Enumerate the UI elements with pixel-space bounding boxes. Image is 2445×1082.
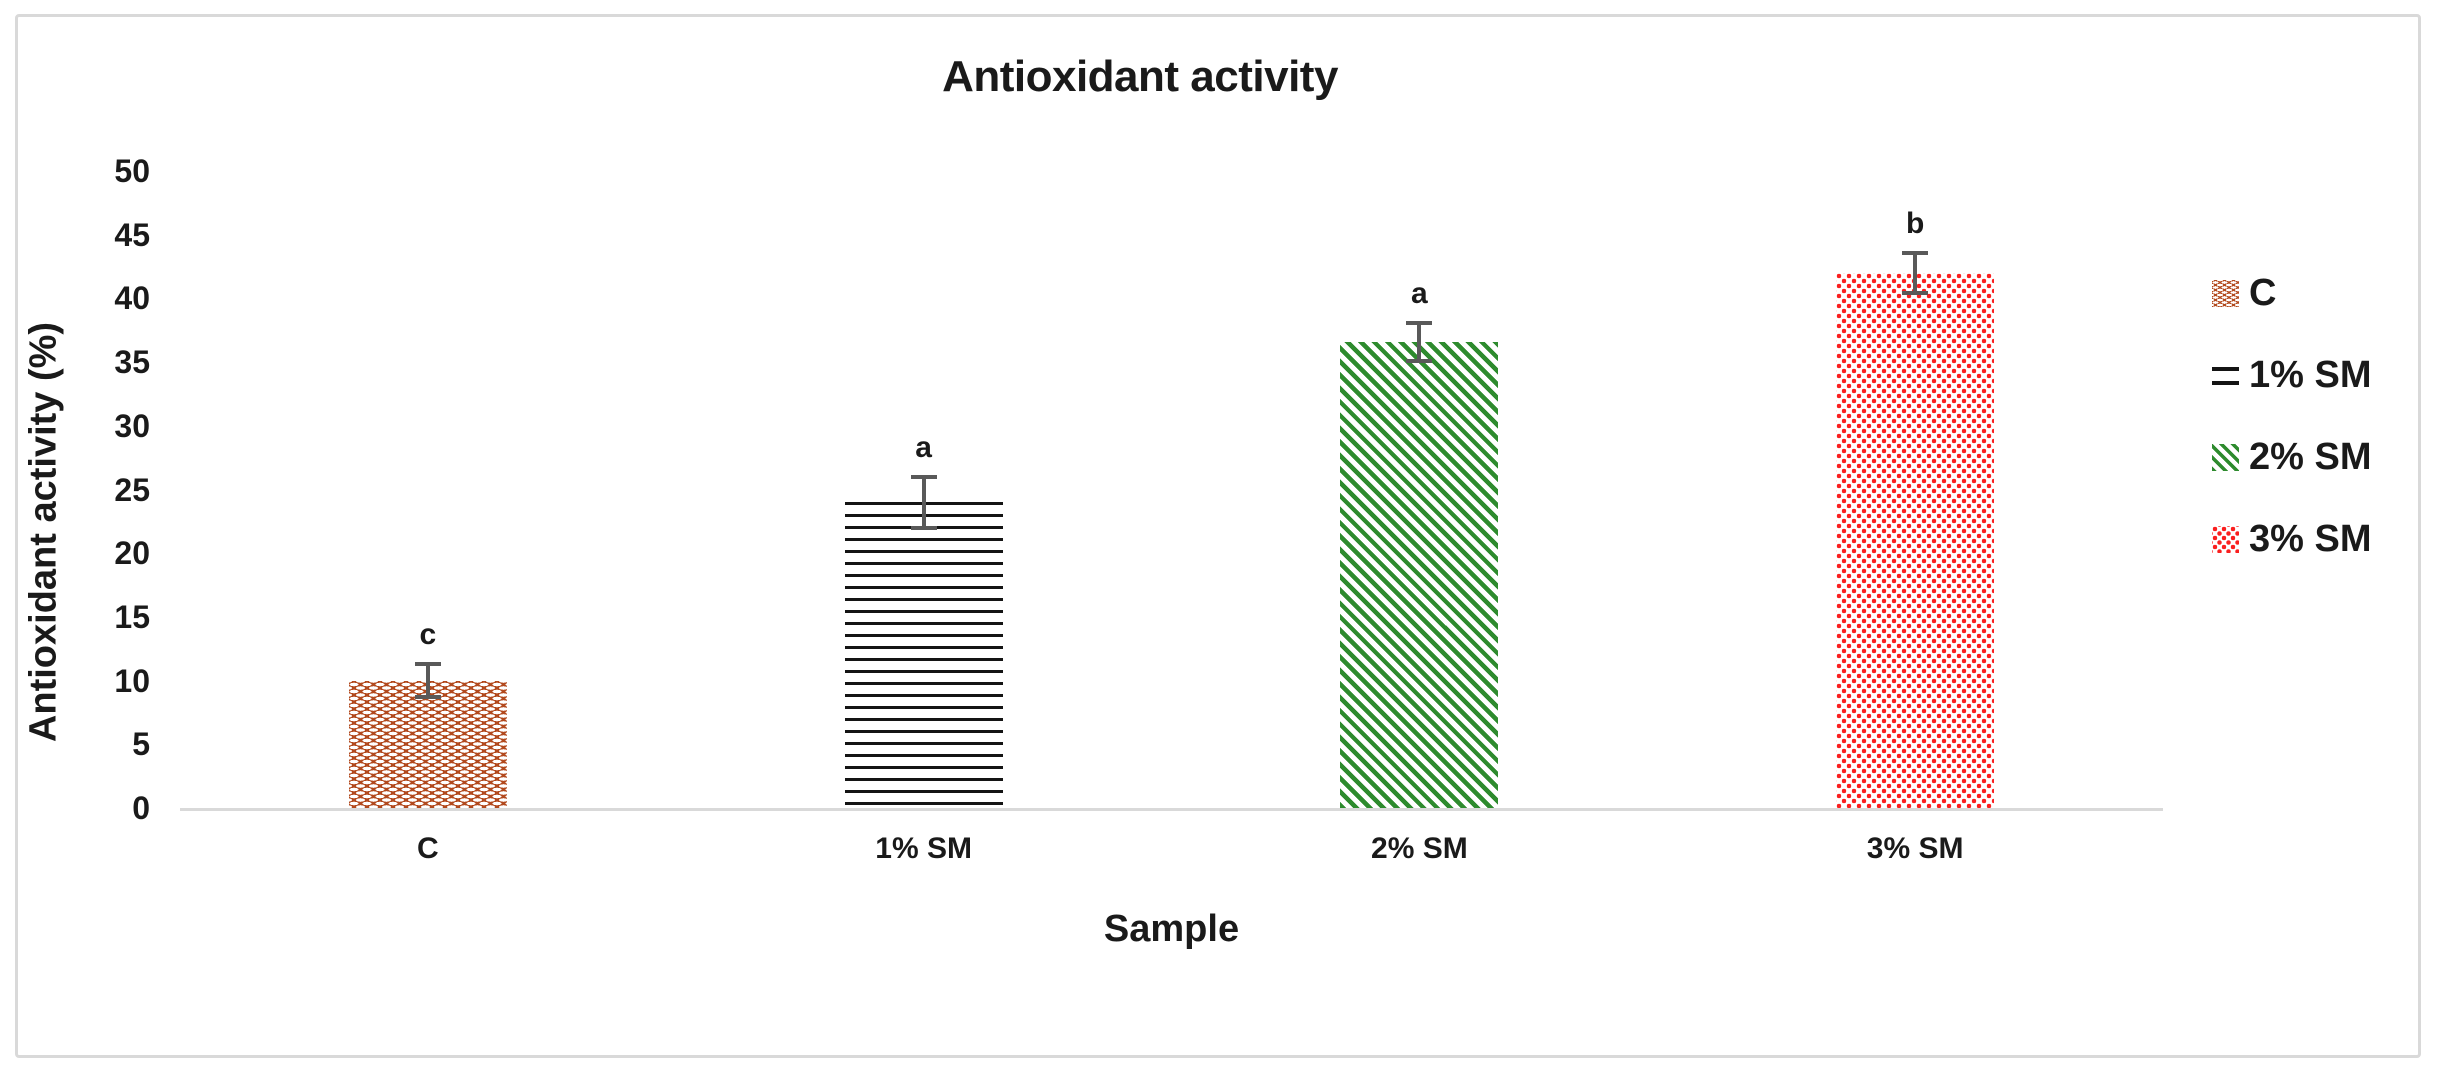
legend-swatch-red-dots-icon <box>2212 525 2239 553</box>
legend-item: 3% SM <box>2212 518 2371 560</box>
y-tick-label: 20 <box>114 535 150 572</box>
y-tick-label: 10 <box>114 662 150 699</box>
legend-label: 3% SM <box>2249 517 2372 560</box>
x-tick-label: 3% SM <box>1866 832 1964 865</box>
error-bar-cap-top <box>414 662 441 667</box>
legend-swatch-green-diagonal-stripes-icon <box>2212 443 2239 471</box>
error-bar-line <box>921 476 926 528</box>
y-tick-label: 0 <box>132 790 150 826</box>
y-tick-label: 40 <box>114 280 150 317</box>
x-tick-label: 1% SM <box>875 832 972 865</box>
error-bar-cap-bottom <box>1406 358 1433 363</box>
error-bar-cap-bottom <box>910 525 937 530</box>
bar-c <box>348 680 507 808</box>
chart-frame <box>15 14 2421 1058</box>
x-tick-label: 2% SM <box>1371 832 1468 865</box>
chart-title: Antioxidant activity <box>942 52 1338 101</box>
x-axis-title: Sample <box>1103 908 1240 950</box>
significance-letter: a <box>915 430 932 464</box>
legend-label: C <box>2249 271 2277 314</box>
y-tick-label: 50 <box>114 153 150 189</box>
legend-item: 1% SM <box>2212 354 2371 396</box>
y-tick-label: 5 <box>132 726 150 763</box>
legend-label: 2% SM <box>2249 435 2372 478</box>
legend-item: C <box>2212 272 2371 314</box>
error-bar-cap-bottom <box>414 695 441 700</box>
y-tick-label: 45 <box>114 216 150 253</box>
error-bar-cap-top <box>1406 320 1433 325</box>
bar-2-sm <box>1340 341 1499 808</box>
significance-letter: c <box>419 618 437 652</box>
significance-letter: a <box>1411 276 1428 310</box>
legend: C 1% SM 2% SM 3% SM <box>2212 272 2371 604</box>
legend-swatch-brown-brick-icon <box>2212 279 2239 307</box>
error-bar-line <box>425 664 430 698</box>
error-bar-cap-bottom <box>1902 291 1929 296</box>
legend-label: 1% SM <box>2249 353 2372 396</box>
y-tick-label: 30 <box>114 407 150 444</box>
significance-letter: b <box>1905 206 1925 240</box>
y-tick-label: 25 <box>114 471 150 508</box>
error-bar-cap-top <box>910 474 937 479</box>
x-axis-line <box>180 808 2163 811</box>
error-bar-line <box>1913 252 1918 294</box>
error-bar-line <box>1417 322 1422 361</box>
bar-3-sm <box>1836 272 1995 808</box>
legend-swatch-black-horizontal-lines-icon <box>2212 361 2239 389</box>
legend-item: 2% SM <box>2212 436 2371 478</box>
y-tick-label: 15 <box>114 598 150 635</box>
y-tick-label: 35 <box>114 344 150 381</box>
bar-1-sm <box>844 502 1003 808</box>
x-tick-label: C <box>417 832 439 865</box>
error-bar-cap-top <box>1902 250 1929 255</box>
